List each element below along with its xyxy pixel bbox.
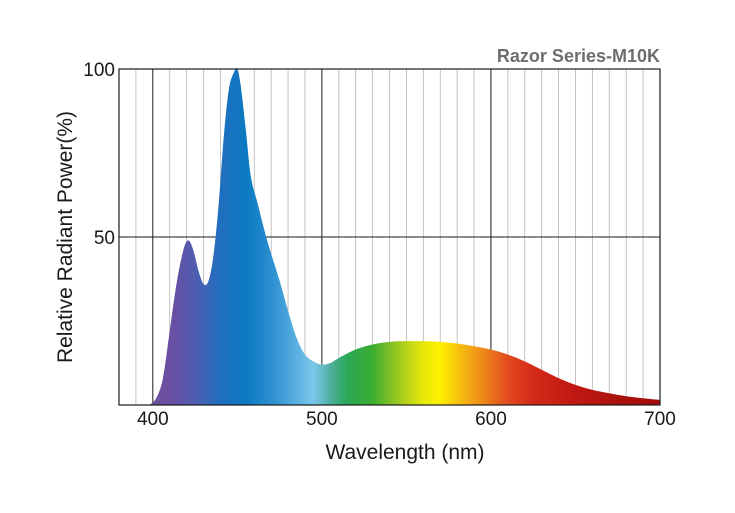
plot-frame xyxy=(118,68,661,406)
y-axis-label: Relative Radiant Power(%) xyxy=(54,111,77,363)
x-tick-labels: 400 500 600 700 xyxy=(137,409,676,430)
chart-title: Razor Series-M10K xyxy=(497,46,660,66)
y-tick-labels: 50 100 xyxy=(83,60,115,249)
x-tick-label: 500 xyxy=(306,409,338,430)
spectrum-area xyxy=(149,68,660,406)
major-gridlines xyxy=(119,69,660,405)
x-tick-label: 400 xyxy=(137,409,169,430)
x-axis-label: Wavelength (nm) xyxy=(325,441,484,464)
y-tick-label: 100 xyxy=(83,60,115,81)
y-tick-label: 50 xyxy=(94,228,115,249)
x-tick-label: 600 xyxy=(475,409,507,430)
x-tick-label: 700 xyxy=(644,409,676,430)
